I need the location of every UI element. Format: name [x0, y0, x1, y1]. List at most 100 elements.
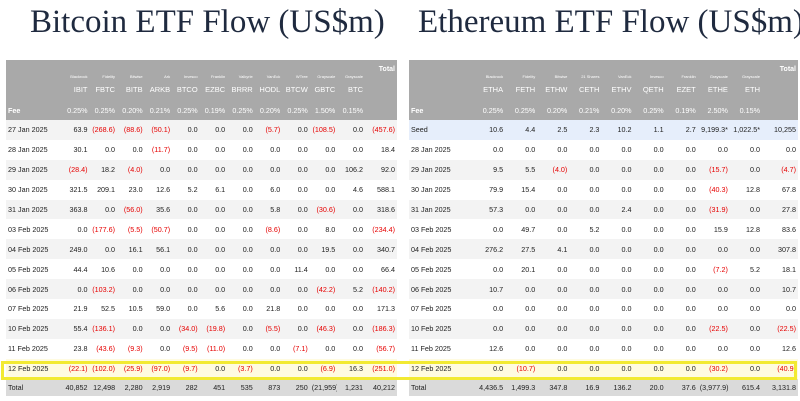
flow-cell: 10.5 [128, 304, 143, 314]
flow-cell: 0.0 [199, 120, 228, 140]
flow-cell: 12.8 [746, 224, 760, 234]
flow-cell: 0.0 [537, 318, 570, 339]
flow-cell: 0.0 [601, 279, 634, 300]
flow-cell: 0.0 [537, 358, 570, 379]
flow-cell: 0.0 [665, 358, 698, 379]
flow-cell: 30.1 [73, 145, 88, 155]
flow-cell: 0.0 [132, 264, 143, 274]
flow-cell: 0.0 [557, 224, 568, 234]
ticker-header: BRRR [227, 79, 255, 100]
flow-cell: 0.0 [493, 304, 504, 314]
flow-cell: 0.0 [227, 159, 255, 180]
flow-cell: 59.0 [156, 304, 171, 314]
flow-cell: 0.0 [557, 145, 568, 155]
flow-cell: 0.0 [187, 264, 198, 274]
flow-cell: 0.0 [525, 304, 536, 314]
row-total-cell: 27.8 [762, 199, 798, 220]
flow-cell: 0.0 [337, 239, 365, 260]
flow-cell: (11.0) [206, 344, 226, 354]
table-row: 11 Feb 2025 12.6 0.0 0.0 0.0 0.0 0.0 0.0 0.0 0.0 1… [409, 339, 798, 359]
flow-cell: (46.3) [309, 318, 338, 339]
table-row: 11 Feb 2025 23.8 (43.6) (9.3) 0.0 (9.5) (11.0)… [6, 339, 397, 359]
table-row: 30 Jan 2025 321.5 209.1 23.0 12.6 5.2 6.1 0.0 6.… [6, 180, 397, 200]
fee-cell: 2.50% [697, 100, 730, 120]
flow-cell: 0.0 [569, 279, 602, 300]
flow-cell: 363.8 [62, 199, 90, 220]
flow-cell: 0.0 [569, 199, 602, 220]
row-total-cell: (56.7) [376, 344, 395, 354]
flow-cell: 0.0 [337, 120, 365, 140]
row-total-cell: (234.4) [372, 224, 395, 234]
table-row: 06 Feb 2025 10.7 0.0 0.0 0.0 0.0 0.0 0.0 0.0 0.0 1… [409, 279, 798, 300]
flow-cell: 15.9 [713, 224, 728, 234]
flow-cell: 20.1 [521, 264, 536, 274]
flow-cell: 106.2 [337, 159, 365, 180]
flow-cell: 0.0 [601, 159, 634, 180]
flow-cell: 5.2 [750, 264, 760, 274]
flow-cell: (177.6) [92, 224, 116, 234]
table-row: 12 Feb 2025 (22.1) (102.0) (25.9) (97.0) (9.7… [6, 358, 397, 379]
flow-cell: 0.0 [199, 239, 228, 260]
flow-cell: (28.4) [62, 159, 90, 180]
row-total-cell: 318.6 [365, 199, 397, 220]
row-total-cell: 83.6 [782, 224, 796, 234]
flow-cell: 0.0 [601, 239, 634, 260]
flow-cell: 0.0 [199, 358, 228, 379]
flow-cell: 0.0 [653, 145, 664, 155]
flow-cell: 4.6 [353, 185, 363, 195]
flow-cell: 0.0 [557, 264, 568, 274]
row-date: 29 Jan 2025 [6, 159, 62, 180]
flow-cell: 0.0 [353, 224, 363, 234]
flow-cell: (136.1) [89, 318, 118, 339]
row-date: 12 Feb 2025 [6, 358, 62, 379]
fee-label: Fee [409, 100, 473, 120]
flow-cell: (22.5) [697, 318, 730, 339]
flow-cell: 0.0 [633, 159, 666, 180]
flow-cell: (34.0) [172, 318, 200, 339]
fee-label: Fee [6, 100, 62, 120]
flow-cell: 321.5 [69, 185, 88, 195]
flow-cell: 0.0 [254, 239, 283, 260]
flow-cell: 0.0 [697, 279, 730, 300]
flow-cell: 0.0 [685, 224, 696, 234]
flow-cell: (3.7) [227, 358, 255, 379]
issuer-header: Fidelity [89, 60, 118, 79]
totals-row: Total 40,852 12,498 2,280 2,919 282 451 535 873 2… [6, 378, 397, 396]
flow-cell: 15.4 [521, 185, 536, 195]
total-cell: 20.0 [633, 378, 666, 396]
flow-cell: 0.0 [505, 279, 538, 300]
flow-cell: 0.0 [621, 145, 632, 155]
table-row: 28 Jan 2025 30.1 0.0 0.0 (11.7) 0.0 0.0 0.0 0.0 0… [6, 140, 397, 160]
flow-cell: 35.6 [144, 199, 173, 220]
flow-cell: 0.0 [160, 344, 171, 354]
table-row: 04 Feb 2025 249.0 0.0 16.1 56.1 0.0 0.0 0.0 0.0 0… [6, 239, 397, 260]
ticker-header: ARKB [144, 79, 173, 100]
table-row: 04 Feb 2025 276.2 27.5 4.1 0.0 0.0 0.0 0.0 0.0 0.… [409, 239, 798, 260]
issuer-header: Grayscale [309, 60, 338, 79]
flow-cell: (7.2) [713, 264, 728, 274]
flow-cell: 21.8 [266, 304, 281, 314]
row-date: 31 Jan 2025 [6, 199, 62, 220]
fee-cell: 0.15% [729, 100, 762, 120]
total-cell: 16.9 [569, 378, 602, 396]
flow-cell: 0.0 [653, 185, 664, 195]
ticker-header [762, 79, 798, 100]
btc-table-title: Bitcoin ETF Flow (US$m) [30, 4, 385, 40]
flow-cell: 0.0 [337, 318, 365, 339]
flow-cell: 10.6 [101, 264, 116, 274]
flow-cell: 0.0 [172, 279, 200, 300]
row-date: 10 Feb 2025 [409, 318, 473, 339]
flow-cell: 0.0 [353, 344, 363, 354]
row-total-cell: 18.1 [782, 264, 796, 274]
flow-cell: 0.0 [62, 279, 90, 300]
flow-cell: (31.9) [697, 199, 730, 220]
issuer-header-row: Blackrock Fidelity Bitwise 21 Shares VanEck I… [409, 60, 798, 79]
total-cell: 535 [227, 378, 255, 396]
row-total-cell: (40.9) [762, 358, 798, 379]
flow-cell: 63.9 [62, 120, 90, 140]
issuer-header: Grayscale [729, 60, 762, 79]
flow-cell: 0.0 [282, 159, 310, 180]
flow-cell: 0.0 [187, 145, 198, 155]
flow-cell: 4.1 [537, 239, 570, 260]
flow-cell: 23.0 [128, 185, 143, 195]
